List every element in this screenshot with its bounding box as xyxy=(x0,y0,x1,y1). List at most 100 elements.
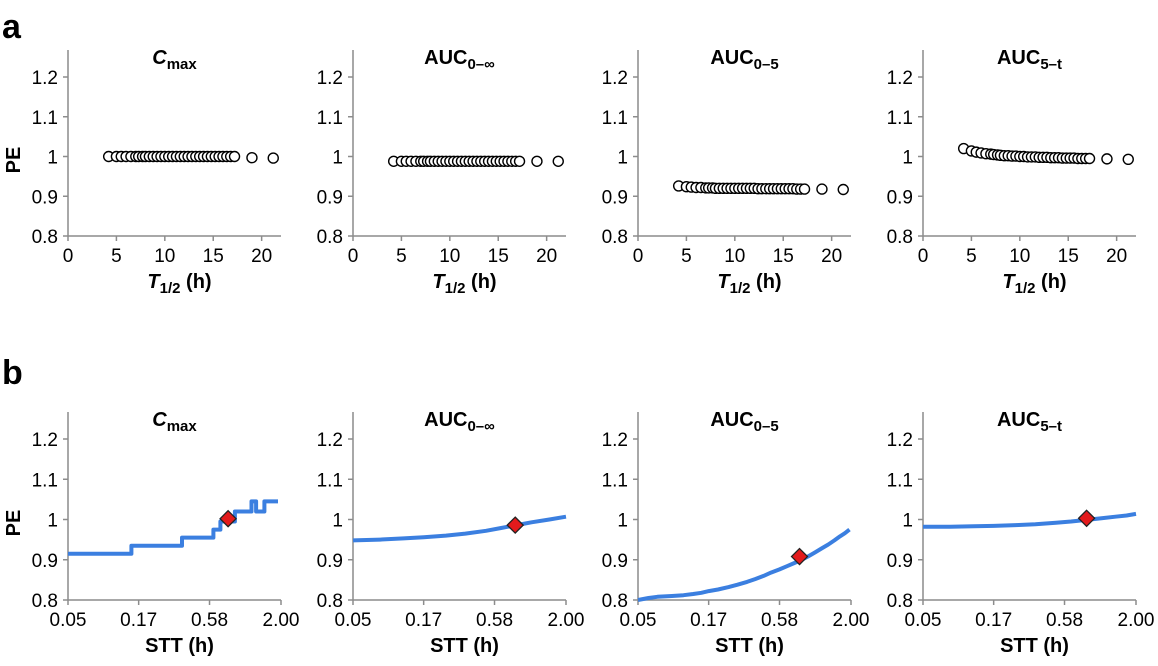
data-point xyxy=(228,150,241,163)
x-tick-label: 0.05 xyxy=(620,610,657,631)
data-point xyxy=(552,155,564,167)
y-tick-label: 0.8 xyxy=(317,227,343,248)
x-axis-label: T1/2 (h) xyxy=(147,271,211,297)
panel-title: AUC0–∞ xyxy=(424,409,495,435)
y-tick-label: 0.8 xyxy=(32,227,58,248)
y-tick-label: 0.9 xyxy=(32,551,58,572)
y-tick-label: 0.9 xyxy=(32,187,58,208)
y-tick-label: 1 xyxy=(902,148,913,169)
y-tick-label: 1.1 xyxy=(317,470,343,491)
diamond-marker xyxy=(790,547,809,566)
chart-a-4: 0.8 0.9 1 1.1 1.2 0 5 10 15 20 AUC5–t T1/2 (h) xyxy=(887,47,1136,297)
x-tick-label: 0.17 xyxy=(405,610,442,631)
y-tick-label: 1 xyxy=(47,148,58,169)
y-tick-label: 0.9 xyxy=(317,551,343,572)
x-axis-label: T1/2 (h) xyxy=(432,271,496,297)
y-tick-label: 0.8 xyxy=(602,227,628,248)
x-tick-label: 10 xyxy=(1009,246,1030,267)
chart-b-3: 0.8 0.9 1 1.1 1.2 0.05 0.17 0.58 2.00 AUC0–5 STT (… xyxy=(602,409,870,657)
y-tick-label: 1.2 xyxy=(887,430,913,451)
y-tick-label: 0.9 xyxy=(602,187,628,208)
x-tick-label: 0.05 xyxy=(50,610,87,631)
x-tick-label: 10 xyxy=(439,246,460,267)
chart-b-2: 0.8 0.9 1 1.1 1.2 0.05 0.17 0.58 2.00 AUC0–∞ STT (… xyxy=(317,409,585,657)
data-point xyxy=(798,183,811,195)
y-axis-label: PE xyxy=(3,147,25,174)
y-tick-label: 0.9 xyxy=(317,187,343,208)
data-point xyxy=(837,183,849,196)
data-point xyxy=(1122,153,1134,165)
diamond-marker xyxy=(219,509,238,528)
y-tick-label: 1.2 xyxy=(602,68,628,89)
x-tick-label: 0.05 xyxy=(335,610,372,631)
diamond-marker xyxy=(1077,509,1096,528)
x-tick-label: 0.58 xyxy=(1046,610,1083,631)
y-tick-label: 1.2 xyxy=(32,430,58,451)
y-tick-label: 1.1 xyxy=(887,108,913,129)
panel-title: AUC5–t xyxy=(997,47,1062,73)
y-tick-label: 0.8 xyxy=(32,591,58,612)
panel-letter-a: a xyxy=(2,8,22,46)
panel-letter-b: b xyxy=(2,354,23,392)
x-tick-label: 15 xyxy=(203,246,224,267)
x-tick-label: 0.58 xyxy=(761,610,798,631)
chart-b-1: 0.8 0.9 1 1.1 1.2 0.05 0.17 0.58 2.00 Cmax STT (h)… xyxy=(3,409,299,657)
series-line xyxy=(352,514,567,543)
x-tick-label: 0.17 xyxy=(975,610,1012,631)
x-axis-label: T1/2 (h) xyxy=(1002,271,1066,297)
y-tick-label: 1.1 xyxy=(317,108,343,129)
x-tick-label: 0 xyxy=(348,246,359,267)
y-tick-label: 0.9 xyxy=(887,551,913,572)
data-point xyxy=(246,151,258,164)
y-tick-label: 1.2 xyxy=(32,68,58,89)
panel-title: Cmax xyxy=(152,409,197,435)
y-tick-label: 1 xyxy=(902,511,913,532)
y-tick-label: 1.1 xyxy=(602,108,628,129)
chart-a-2: 0.8 0.9 1 1.1 1.2 0 5 10 15 20 AUC0–∞ T1/2 (h) xyxy=(317,47,566,297)
y-tick-label: 1.2 xyxy=(317,430,343,451)
x-tick-label: 2.00 xyxy=(1118,610,1155,631)
y-tick-label: 0.8 xyxy=(887,591,913,612)
y-tick-label: 0.8 xyxy=(887,227,913,248)
y-tick-label: 1.2 xyxy=(317,68,343,89)
x-tick-label: 0 xyxy=(633,246,644,267)
panel-title: AUC0–∞ xyxy=(424,47,495,73)
y-tick-label: 0.8 xyxy=(317,591,343,612)
x-tick-label: 0.17 xyxy=(120,610,157,631)
x-tick-label: 5 xyxy=(681,246,692,267)
panel-title: AUC0–5 xyxy=(710,47,778,73)
data-point xyxy=(513,155,526,167)
data-point xyxy=(1083,152,1096,165)
y-tick-label: 1.1 xyxy=(32,108,58,129)
y-tick-label: 1 xyxy=(332,511,343,532)
x-tick-label: 0.17 xyxy=(690,610,727,631)
x-tick-label: 2.00 xyxy=(263,610,300,631)
data-point xyxy=(531,155,543,167)
x-tick-label: 5 xyxy=(966,246,977,267)
series-line xyxy=(637,528,851,602)
x-axis-label: STT (h) xyxy=(1000,635,1069,657)
x-tick-label: 10 xyxy=(154,246,175,267)
x-tick-label: 0 xyxy=(918,246,929,267)
y-axis-label: PE xyxy=(3,510,25,537)
x-tick-label: 15 xyxy=(1058,246,1079,267)
x-axis-label: T1/2 (h) xyxy=(717,271,781,297)
x-tick-label: 5 xyxy=(396,246,407,267)
y-tick-label: 1 xyxy=(332,148,343,169)
y-tick-label: 0.9 xyxy=(887,187,913,208)
x-axis-label: STT (h) xyxy=(430,635,499,657)
chart-a-1: 0.8 0.9 1 1.1 1.2 0 5 10 15 20 Cmax T1/2 (h) PE xyxy=(3,47,281,297)
x-tick-label: 15 xyxy=(773,246,794,267)
x-tick-label: 0.05 xyxy=(905,610,942,631)
data-point xyxy=(267,152,279,164)
y-tick-label: 1 xyxy=(47,511,58,532)
x-tick-label: 0.58 xyxy=(191,610,228,631)
chart-b-4: 0.8 0.9 1 1.1 1.2 0.05 0.17 0.58 2.00 AUC5–t STT (… xyxy=(887,409,1155,657)
y-tick-label: 0.9 xyxy=(602,551,628,572)
series-line xyxy=(68,499,278,556)
x-tick-label: 0 xyxy=(63,246,74,267)
y-tick-label: 1.2 xyxy=(602,430,628,451)
y-tick-label: 1 xyxy=(617,148,628,169)
x-tick-label: 2.00 xyxy=(548,610,585,631)
x-tick-label: 20 xyxy=(821,246,842,267)
